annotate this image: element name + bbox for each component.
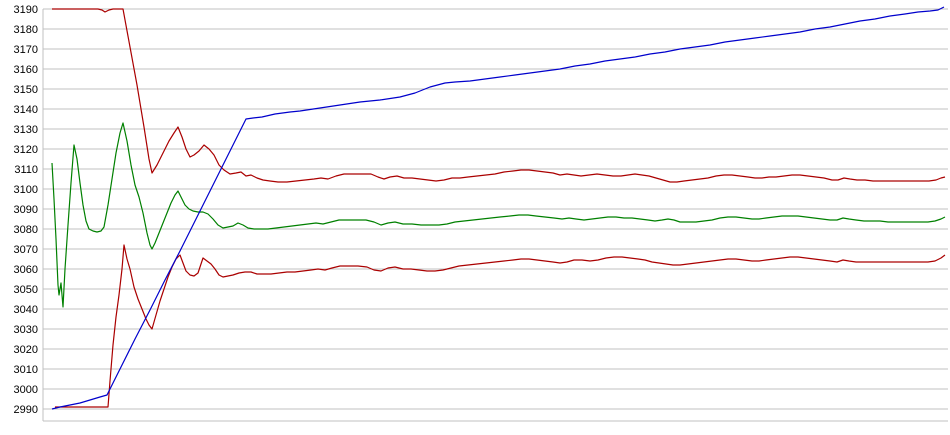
y-axis-tick-label: 3110 xyxy=(14,164,38,176)
y-axis-tick-label: 3020 xyxy=(14,344,38,356)
y-axis-tick-label: 2990 xyxy=(14,404,38,416)
y-axis-tick-label: 3030 xyxy=(14,324,38,336)
axis-lines xyxy=(42,9,948,422)
y-axis-tick-label: 3180 xyxy=(14,24,38,36)
y-axis-tick-label: 3090 xyxy=(14,204,38,216)
y-axis-tick-label: 3150 xyxy=(14,84,38,96)
y-axis-tick-label: 3000 xyxy=(14,384,38,396)
y-axis-tick-label: 3160 xyxy=(14,64,38,76)
y-axis-tick-label: 3170 xyxy=(14,44,38,56)
y-axis-tick-label: 3040 xyxy=(14,304,38,316)
y-axis-tick-label: 3080 xyxy=(14,224,38,236)
chart-series xyxy=(51,6,946,410)
y-axis-tick-label: 3010 xyxy=(14,364,38,376)
gridlines xyxy=(43,8,948,410)
y-axis-tick-label: 3100 xyxy=(14,184,38,196)
y-axis-labels: 3190 3180 3170 3160 3150 3140 3130 3120 3110 3100… xyxy=(14,4,38,416)
y-axis-tick-label: 3120 xyxy=(14,144,38,156)
y-axis-tick-label: 3130 xyxy=(14,124,38,136)
y-axis-tick-label: 3050 xyxy=(14,284,38,296)
series-lower-band-red-line xyxy=(55,244,946,408)
series-upper-band-red-line xyxy=(52,8,946,183)
series-trend-blue-line xyxy=(51,6,945,410)
y-axis-tick-label: 3140 xyxy=(14,104,38,116)
y-axis-tick-label: 3070 xyxy=(14,244,38,256)
y-axis-tick-label: 3060 xyxy=(14,264,38,276)
series-middle-green-line xyxy=(51,122,946,308)
y-axis-tick-label: 3190 xyxy=(14,4,38,16)
